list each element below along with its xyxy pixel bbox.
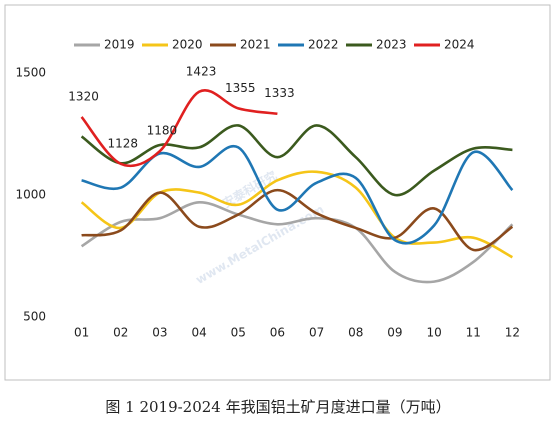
- x-tick-label: 05: [231, 326, 246, 340]
- data-label: 1355: [225, 81, 256, 95]
- legend-label: 2019: [104, 38, 135, 52]
- x-tick-label: 01: [74, 326, 89, 340]
- data-label: 1423: [186, 64, 217, 78]
- x-tick-label: 06: [270, 326, 285, 340]
- x-tick-label: 07: [309, 326, 324, 340]
- x-tick-label: 02: [113, 326, 128, 340]
- legend-label: 2021: [240, 38, 271, 52]
- legend-label: 2023: [376, 38, 407, 52]
- legend-label: 2020: [172, 38, 203, 52]
- x-tick-label: 12: [505, 326, 520, 340]
- series-line: [80, 201, 514, 284]
- series-line: [81, 144, 514, 245]
- x-tick-label: 08: [348, 326, 363, 340]
- legend-label: 2024: [444, 38, 475, 52]
- chart-frame: [4, 4, 551, 381]
- x-tick-label: 10: [426, 326, 441, 340]
- legend-label: 2022: [308, 38, 339, 52]
- caption: 图 1 2019-2024 年我国铝土矿月度进口量（万吨）: [105, 398, 450, 416]
- x-tick-label: 04: [191, 326, 206, 340]
- series-line: [80, 124, 513, 197]
- y-tick-label: 1000: [15, 188, 46, 202]
- x-tick-label: 11: [466, 326, 481, 340]
- y-tick-label: 1500: [15, 66, 46, 80]
- data-label: 1320: [68, 89, 99, 103]
- x-tick-label: 09: [387, 326, 402, 340]
- data-label: 1128: [107, 136, 138, 150]
- data-label: 1180: [147, 124, 178, 138]
- y-tick-label: 500: [23, 310, 46, 324]
- data-label: 1333: [264, 86, 295, 100]
- series-line: [80, 89, 278, 168]
- x-tick-label: 03: [152, 326, 167, 340]
